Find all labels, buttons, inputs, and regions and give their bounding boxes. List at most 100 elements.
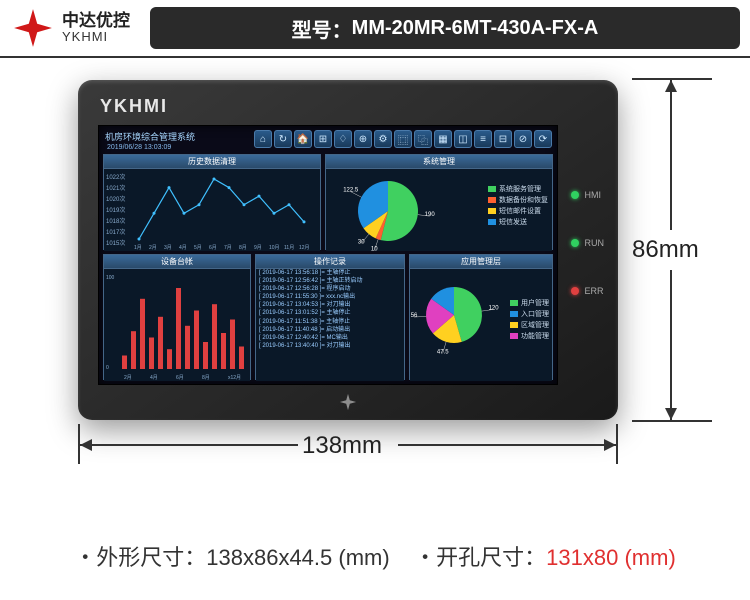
toolbar-icon-3[interactable]: ⊞	[314, 130, 332, 148]
svg-text:100: 100	[106, 275, 115, 281]
spec-outline-value: 138x86x44.5 (mm)	[206, 545, 389, 570]
led-dot-icon	[571, 191, 579, 199]
led-dot-icon	[571, 287, 579, 295]
legend-item: 用户管理	[510, 298, 549, 308]
dim-right-line	[616, 424, 618, 464]
log-line: [ 2019-06-17 13:04:53 ]= 对刀输出	[256, 301, 404, 309]
log-line: [ 2019-06-17 12:56:42 ]= 主轴正转启动	[256, 277, 404, 285]
svg-text:8月: 8月	[239, 245, 247, 251]
device-brand-label: YKHMI	[100, 96, 606, 117]
logo-block: 中达优控 YKHMI	[0, 7, 130, 49]
dim-arrow-left	[80, 439, 92, 451]
screen-title: 机房环境综合管理系统	[105, 130, 195, 143]
panel-app: 应用管理层 12047.556用户管理入口管理区域管理功能管理	[409, 254, 553, 380]
device-area: YKHMI 机房环境综合管理系统 2019/06/28 13:03:09 ⌂↻🏠…	[0, 58, 750, 498]
legend-item: 系统服务管理	[488, 184, 548, 194]
toolbar-icon-1[interactable]: ↻	[274, 130, 292, 148]
panel-system-title: 系统管理	[326, 155, 552, 169]
svg-text:1月: 1月	[134, 245, 142, 251]
dim-width-label: 138mm	[302, 432, 382, 460]
dim-height-label: 86mm	[632, 236, 699, 264]
panel-log-title: 操作记录	[256, 255, 404, 269]
panel-system: 系统管理 1901030122.5系统服务管理数据备份和恢复短信邮件设置短信发送	[325, 154, 553, 250]
toolbar-icon-11[interactable]: ≡	[474, 130, 492, 148]
svg-text:122.5: 122.5	[343, 188, 359, 194]
history-chart: 1022次1021次1020次1019次1018次1017次1015次1月2月3…	[104, 169, 320, 251]
app-legend: 用户管理入口管理区域管理功能管理	[510, 297, 549, 342]
toolbar-icon-5[interactable]: ⊕	[354, 130, 372, 148]
svg-text:x12月: x12月	[228, 375, 241, 381]
toolbar-icon-14[interactable]: ⟳	[534, 130, 552, 148]
toolbar-icon-9[interactable]: ▦	[434, 130, 452, 148]
screen-date: 2019/06/28 13:03:09	[107, 144, 171, 151]
svg-text:10月: 10月	[269, 245, 280, 251]
log-line: [ 2019-06-17 11:51:38 ]= 主轴停止	[256, 318, 404, 326]
dim-hline-right	[398, 444, 616, 446]
led-column: HMI RUN ERR	[571, 190, 605, 296]
spec-cutout-label: 开孔尺寸：	[436, 545, 546, 570]
dim-arrow-down	[665, 408, 677, 420]
toolbar-icon-13[interactable]: ⊘	[514, 130, 532, 148]
svg-text:6月: 6月	[209, 245, 217, 251]
panel-history-title: 历史数据清理	[104, 155, 320, 169]
header: 中达优控 YKHMI 型号： MM-20MR-6MT-430A-FX-A	[0, 0, 750, 58]
svg-text:1017次: 1017次	[106, 228, 125, 236]
hmi-screen[interactable]: 机房环境综合管理系统 2019/06/28 13:03:09 ⌂↻🏠⊞♢⊕⚙⿴⿻…	[98, 125, 558, 385]
dim-vline-bot	[670, 270, 672, 420]
toolbar-icon-7[interactable]: ⿴	[394, 130, 412, 148]
model-number: MM-20MR-6MT-430A-FX-A	[352, 17, 599, 40]
model-bar: 型号： MM-20MR-6MT-430A-FX-A	[150, 7, 740, 49]
legend-item: 短信邮件设置	[488, 206, 548, 216]
spec-row: ・外形尺寸：138x86x44.5 (mm) ・开孔尺寸：131x80 (mm)	[0, 540, 750, 572]
panel-ledger-title: 设备台帐	[104, 255, 250, 269]
legend-item: 入口管理	[510, 309, 549, 319]
toolbar-icon-2[interactable]: 🏠	[294, 130, 312, 148]
svg-text:12月: 12月	[299, 245, 310, 251]
log-line: [ 2019-06-17 12:56:28 ]= 程序启动	[256, 285, 404, 293]
svg-text:1022次: 1022次	[106, 173, 125, 181]
log-line: [ 2019-06-17 13:56:18 ]= 主轴停止	[256, 269, 404, 277]
toolbar-icon-10[interactable]: ◫	[454, 130, 472, 148]
panel-log: 操作记录 [ 2019-06-17 13:56:18 ]= 主轴停止[ 2019…	[255, 254, 405, 380]
log-line: [ 2019-06-17 12:40:42 ]= MC输出	[256, 334, 404, 342]
svg-text:4月: 4月	[179, 245, 187, 251]
svg-text:56: 56	[411, 313, 418, 319]
screen-toolbar: ⌂↻🏠⊞♢⊕⚙⿴⿻▦◫≡⊟⊘⟳	[254, 130, 552, 148]
log-line: [ 2019-06-17 13:01:52 ]= 主轴停止	[256, 309, 404, 317]
log-line: [ 2019-06-17 11:40:48 ]= 启动输出	[256, 326, 404, 334]
toolbar-icon-8[interactable]: ⿻	[414, 130, 432, 148]
svg-text:1015次: 1015次	[106, 239, 125, 247]
toolbar-icon-12[interactable]: ⊟	[494, 130, 512, 148]
toolbar-icon-6[interactable]: ⚙	[374, 130, 392, 148]
svg-text:0: 0	[106, 365, 109, 371]
led-hmi: HMI	[571, 190, 605, 200]
dim-arrow-right	[604, 439, 616, 451]
panel-history: 历史数据清理 1022次1021次1020次1019次1018次1017次101…	[103, 154, 321, 250]
device-logo-icon	[339, 393, 357, 416]
panel-ledger: 设备台帐 10002月4月6月8月x12月	[103, 254, 251, 380]
model-prefix: 型号：	[292, 14, 352, 43]
toolbar-icon-0[interactable]: ⌂	[254, 130, 272, 148]
svg-text:3月: 3月	[164, 245, 172, 251]
dim-arrow-up	[665, 80, 677, 92]
svg-text:5月: 5月	[194, 245, 202, 251]
brand-cn: 中达优控	[62, 12, 130, 31]
svg-text:6月: 6月	[176, 375, 184, 381]
svg-text:30: 30	[358, 239, 365, 245]
led-label: RUN	[585, 238, 605, 248]
svg-text:190: 190	[425, 212, 436, 218]
led-err: ERR	[571, 286, 605, 296]
svg-text:47.5: 47.5	[437, 349, 449, 355]
led-label: HMI	[585, 190, 602, 200]
svg-text:9月: 9月	[254, 245, 262, 251]
svg-text:1020次: 1020次	[106, 195, 125, 203]
hmi-device: YKHMI 机房环境综合管理系统 2019/06/28 13:03:09 ⌂↻🏠…	[78, 80, 618, 420]
toolbar-icon-4[interactable]: ♢	[334, 130, 352, 148]
svg-text:120: 120	[489, 305, 500, 311]
legend-item: 数据备份和恢复	[488, 195, 548, 205]
led-run: RUN	[571, 238, 605, 248]
dim-hline-left	[80, 444, 298, 446]
svg-text:1019次: 1019次	[106, 206, 125, 214]
spec-dot1: ・	[74, 545, 96, 570]
svg-text:10: 10	[371, 247, 378, 251]
